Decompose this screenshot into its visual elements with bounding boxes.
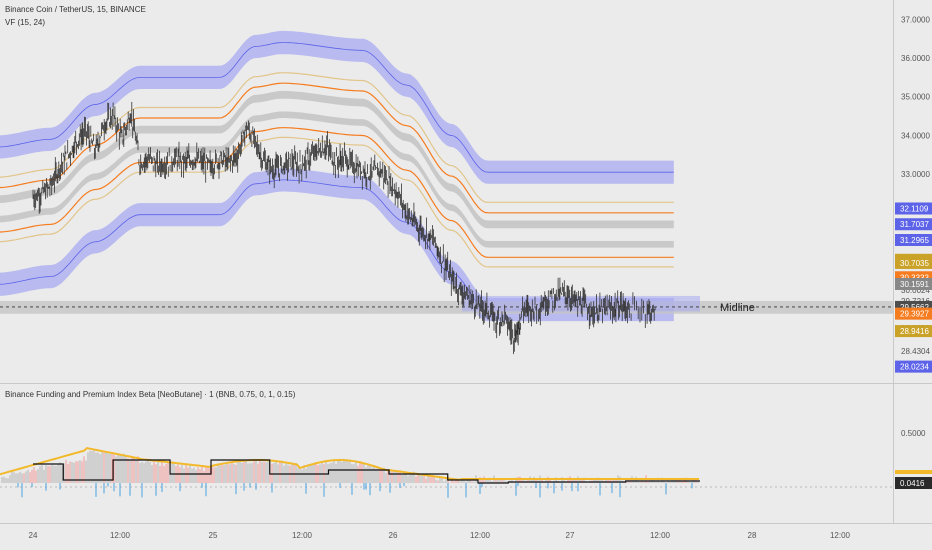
price-axis-tick: 34.0000 (901, 131, 930, 140)
time-axis-tick: 26 (389, 531, 398, 540)
price-axis-tick: 30.0024 (901, 286, 930, 295)
lower-orange-line (0, 127, 674, 258)
time-axis-tick: 12:00 (470, 531, 491, 540)
price-label-text: 29.3927 (900, 310, 929, 319)
indicator-legend[interactable]: VF (15, 24) (5, 18, 46, 27)
lower-blue-band (0, 168, 674, 322)
time-axis-tick: 24 (29, 531, 38, 540)
time-axis-tick: 28 (748, 531, 757, 540)
funding-smoothed-line (0, 447, 699, 481)
lower-tan-line (0, 136, 674, 268)
midline-gray-band (0, 300, 893, 314)
price-label-text: 31.7037 (900, 220, 929, 229)
price-label-text: 28.0234 (900, 363, 929, 372)
price-label-text: 30.7035 (900, 259, 929, 268)
price-axis-tick: 28.4304 (901, 347, 930, 356)
time-axis-tick: 12:00 (292, 531, 313, 540)
price-axis-tick: 37.0000 (901, 15, 930, 24)
midline-label: Midline (720, 302, 755, 314)
price-label-badge (895, 307, 932, 320)
funding-step-line (33, 459, 700, 484)
price-axis-tick: 36.0000 (901, 54, 930, 63)
price-series (32, 101, 656, 355)
price-label-text: 30.1591 (900, 280, 929, 289)
price-label-text: 28.9416 (900, 327, 929, 336)
sub-label-text: 0.0416 (900, 479, 925, 488)
sub-indicator-legend[interactable]: Binance Funding and Premium Index Beta [… (5, 390, 296, 399)
price-label-badge (895, 218, 932, 231)
price-label-text: 30.3333 (900, 273, 929, 282)
price-label-badge (895, 256, 932, 269)
symbol-legend[interactable]: Binance Coin / TetherUS, 15, BINANCE (5, 5, 146, 14)
price-label-text: 29.5662 (900, 303, 929, 312)
time-axis-tick: 12:00 (110, 531, 131, 540)
sub-label-badge (895, 477, 932, 489)
time-axis-tick: 25 (209, 531, 218, 540)
price-axis-tick: 33.0000 (901, 170, 930, 179)
price-label-text: 32.1109 (900, 204, 929, 213)
price-label-badge (895, 325, 932, 338)
price-label-badge (895, 233, 932, 246)
upper-blue-line (0, 42, 674, 173)
sub-label-yellow-strip (895, 470, 932, 474)
time-axis-tick: 12:00 (650, 531, 671, 540)
sub-axis-tick: 0.5000 (901, 429, 926, 438)
time-axis-tick: 12:00 (830, 531, 851, 540)
price-label-badge (895, 202, 932, 215)
price-label-badge (895, 277, 932, 290)
upper-orange-line (0, 82, 674, 214)
price-label-text: 31.2965 (900, 236, 929, 245)
price-label-badge (895, 360, 932, 373)
price-axis-tick: 35.0000 (901, 93, 930, 102)
recent-blue-band (462, 295, 700, 312)
upper-blue-band (0, 30, 674, 184)
time-axis-tick: 27 (566, 531, 575, 540)
